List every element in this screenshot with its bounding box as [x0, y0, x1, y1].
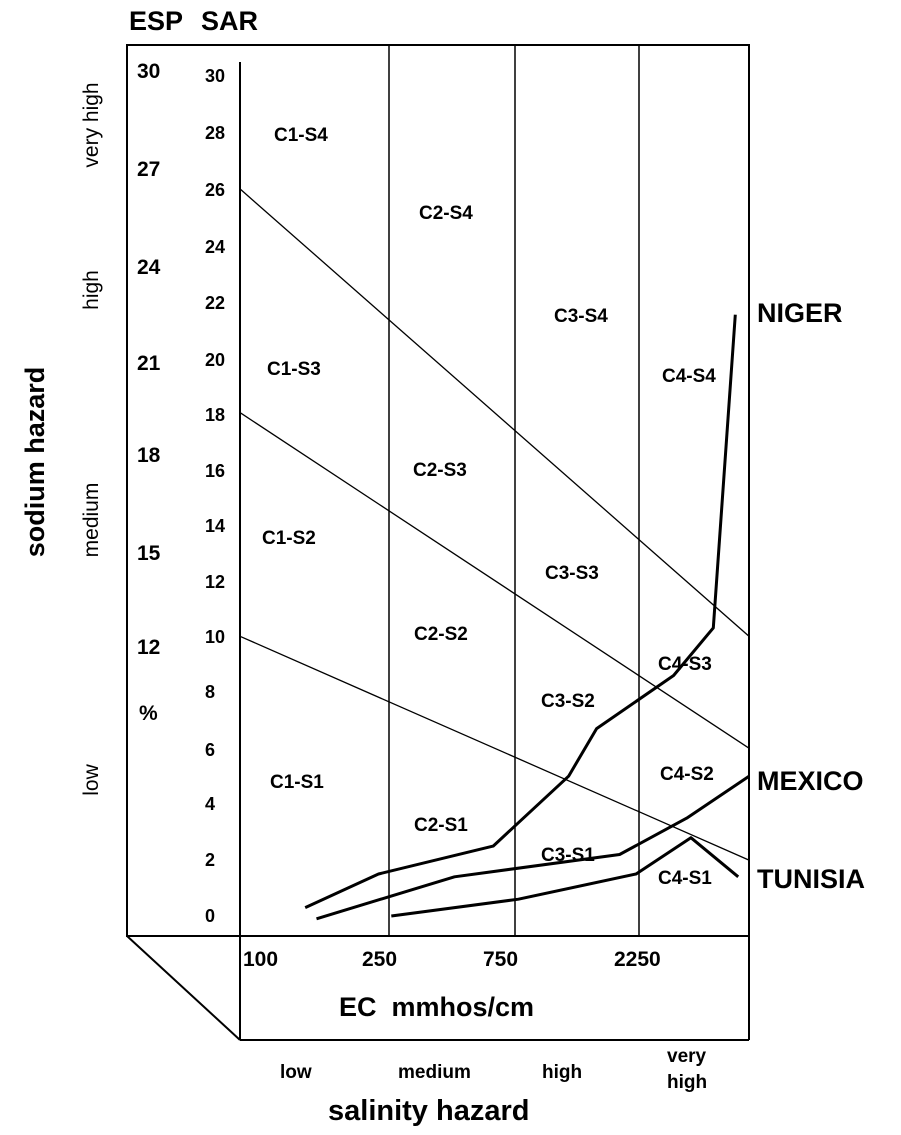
sodium-hazard-title: sodium hazard — [20, 367, 50, 558]
zone-c4-s2: C4-S2 — [660, 764, 714, 785]
sar-tick-2: 2 — [205, 850, 215, 870]
sar-tick-28: 28 — [205, 123, 225, 143]
salinity-level-very-high-line2: high — [667, 1072, 707, 1093]
zone-c1-s1: C1-S1 — [270, 772, 324, 793]
sar-tick-16: 16 — [205, 461, 225, 481]
salinity-level-high: high — [542, 1062, 582, 1083]
esp-tick-12: 12 — [137, 636, 160, 659]
sar-tick-4: 4 — [205, 794, 215, 814]
esp-tick-24: 24 — [137, 256, 161, 279]
boundary-lines — [239, 188, 750, 861]
zone-c1-s3: C1-S3 — [267, 359, 321, 380]
salinity-level-very-high-line1: very — [667, 1046, 707, 1067]
zone-c2-s4: C2-S4 — [419, 203, 473, 224]
sodium-level-high: high — [80, 270, 103, 310]
ec-axis-title: EC mmhos/cm — [339, 992, 534, 1022]
zone-c4-s4: C4-S4 — [662, 366, 716, 387]
sar-tick-12: 12 — [205, 572, 225, 592]
sodium-boundary-line-2 — [239, 412, 750, 749]
esp-tick-30: 30 — [137, 60, 160, 83]
zone-c2-s1: C2-S1 — [414, 815, 468, 836]
zone-c3-s2: C3-S2 — [541, 691, 595, 712]
salinity-level-low: low — [280, 1062, 312, 1083]
esp-header: ESP — [129, 6, 183, 36]
sodium-level-medium: medium — [80, 483, 103, 558]
sar-header: SAR — [201, 6, 258, 36]
series-line-mexico — [316, 774, 750, 921]
zone-c4-s3: C4-S3 — [658, 654, 712, 675]
ec-tick-250: 250 — [362, 948, 397, 971]
series-lines — [304, 314, 750, 921]
perspective-edge — [126, 935, 241, 1041]
sar-tick-6: 6 — [205, 740, 215, 760]
ec-tick-750: 750 — [483, 948, 518, 971]
zone-c4-s1: C4-S1 — [658, 868, 712, 889]
sar-tick-30: 30 — [205, 66, 225, 86]
esp-tick-27: 27 — [137, 158, 160, 181]
sar-tick-8: 8 — [205, 682, 215, 702]
sodium-level-very-high: very high — [80, 82, 103, 167]
sar-tick-10: 10 — [205, 627, 225, 647]
series-label-tunisia: TUNISIA — [757, 864, 865, 894]
zone-c1-s4: C1-S4 — [274, 125, 328, 146]
ec-tick-2250: 2250 — [614, 948, 661, 971]
salinity-level-medium: medium — [398, 1062, 471, 1083]
sodium-boundary-line-1 — [239, 188, 750, 637]
sar-tick-14: 14 — [205, 516, 225, 536]
sar-tick-20: 20 — [205, 350, 225, 370]
esp-unit: % — [139, 702, 158, 725]
salinity-hazard-title: salinity hazard — [328, 1095, 529, 1127]
sodium-level-low: low — [80, 763, 103, 795]
esp-tick-15: 15 — [137, 542, 161, 565]
sar-tick-22: 22 — [205, 293, 225, 313]
series-label-niger: NIGER — [757, 298, 843, 328]
zone-c3-s4: C3-S4 — [554, 306, 608, 327]
sar-tick-0: 0 — [205, 906, 215, 926]
sodium-boundary-line-3 — [239, 635, 750, 861]
zone-c2-s2: C2-S2 — [414, 624, 468, 645]
outer-frame — [126, 44, 750, 937]
series-line-niger — [304, 314, 737, 909]
zone-c3-s3: C3-S3 — [545, 563, 599, 584]
series-label-mexico: MEXICO — [757, 766, 864, 796]
sar-tick-26: 26 — [205, 180, 225, 200]
zone-c2-s3: C2-S3 — [413, 460, 467, 481]
zone-c1-s2: C1-S2 — [262, 528, 316, 549]
esp-tick-21: 21 — [137, 352, 161, 375]
esp-tick-18: 18 — [137, 444, 161, 467]
series-line-tunisia — [391, 836, 740, 918]
ec-tick-100: 100 — [243, 948, 278, 971]
sar-tick-24: 24 — [205, 237, 225, 257]
sar-tick-18: 18 — [205, 405, 225, 425]
